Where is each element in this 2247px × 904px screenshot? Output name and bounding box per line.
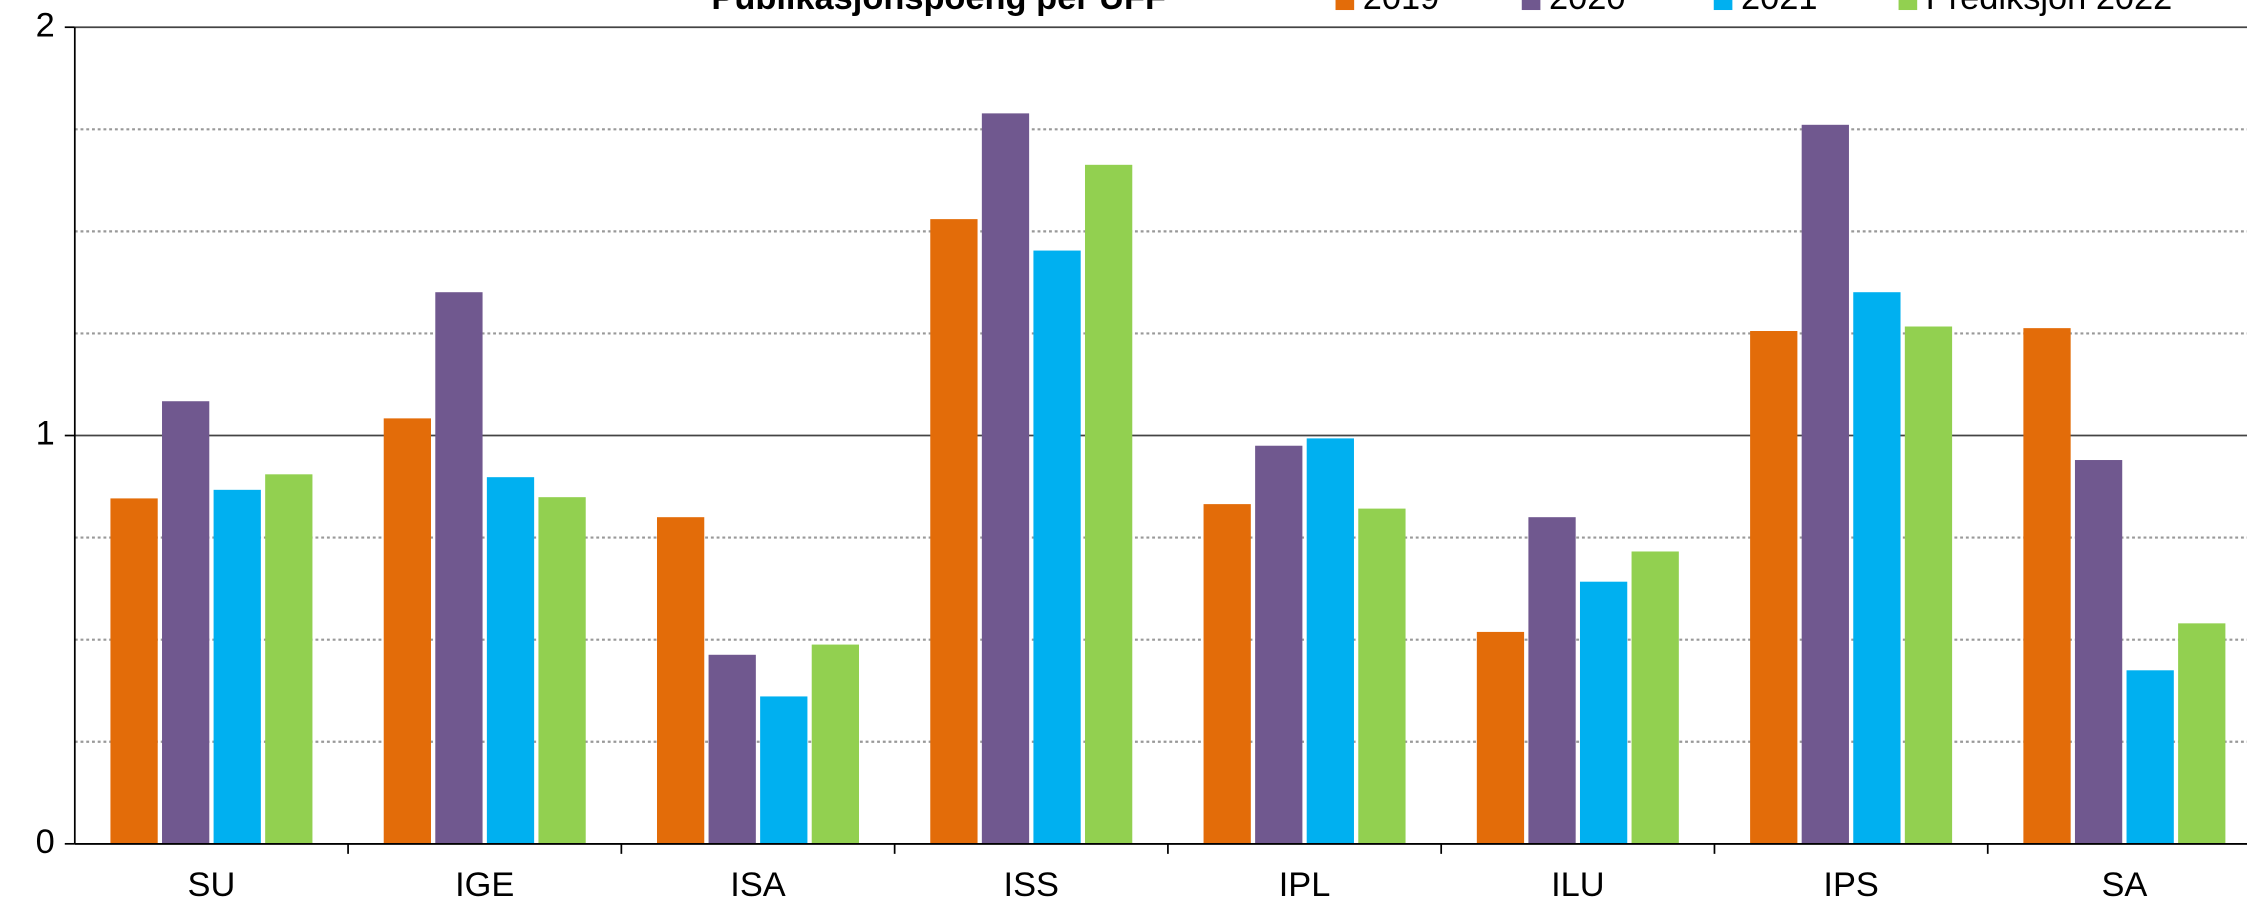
legend-swatch bbox=[1521, 0, 1541, 11]
x-tick-label: IPS bbox=[1823, 866, 1878, 904]
bar bbox=[435, 292, 483, 844]
bar bbox=[538, 497, 586, 844]
x-tick-label: ISA bbox=[730, 866, 785, 904]
legend-label: 2020 bbox=[1549, 0, 1625, 17]
bar bbox=[760, 696, 808, 844]
x-tick-label: IGE bbox=[455, 866, 514, 904]
legend-label: 2021 bbox=[1741, 0, 1817, 17]
x-tick-label: ILU bbox=[1551, 866, 1605, 904]
bar bbox=[162, 401, 210, 844]
bar bbox=[1853, 292, 1901, 844]
bar bbox=[708, 654, 756, 844]
bar bbox=[1750, 330, 1798, 844]
x-tick-label: IPL bbox=[1279, 866, 1331, 904]
bar bbox=[1579, 581, 1628, 844]
y-tick-label: 1 bbox=[36, 415, 55, 453]
bar bbox=[383, 418, 431, 844]
x-tick-label: SA bbox=[2101, 866, 2147, 904]
x-tick-label: SU bbox=[188, 866, 236, 904]
bar bbox=[2074, 460, 2123, 844]
y-tick-label: 0 bbox=[36, 823, 55, 861]
bar bbox=[486, 477, 535, 844]
bar bbox=[1033, 250, 1081, 844]
bar bbox=[2023, 328, 2071, 844]
legend-label: Prediksjon 2022 bbox=[1926, 0, 2173, 17]
legend-swatch bbox=[1335, 0, 1355, 11]
bar bbox=[811, 644, 859, 844]
bar bbox=[213, 489, 261, 844]
bar bbox=[110, 498, 158, 844]
bar bbox=[1306, 438, 1354, 844]
bar bbox=[265, 474, 313, 844]
bar bbox=[1904, 326, 1953, 844]
bar bbox=[981, 113, 1030, 844]
legend-swatch bbox=[1898, 0, 1918, 11]
bar bbox=[1476, 631, 1525, 844]
bar bbox=[2126, 670, 2174, 844]
bar bbox=[1528, 517, 1576, 844]
bar bbox=[1801, 124, 1849, 844]
bar bbox=[1084, 164, 1133, 844]
x-tick-label: ISS bbox=[1004, 866, 1059, 904]
chart-title: Publikasjonspoeng per UFF bbox=[711, 0, 1166, 17]
legend-label: 2019 bbox=[1363, 0, 1439, 17]
bar bbox=[1358, 508, 1406, 844]
bar bbox=[1631, 551, 1679, 844]
legend-swatch bbox=[1713, 0, 1733, 11]
bar bbox=[1203, 504, 1251, 844]
bar bbox=[2178, 623, 2226, 844]
y-tick-label: 2 bbox=[36, 6, 55, 44]
bar bbox=[656, 517, 705, 844]
bar bbox=[1255, 445, 1303, 844]
bar bbox=[930, 219, 978, 844]
